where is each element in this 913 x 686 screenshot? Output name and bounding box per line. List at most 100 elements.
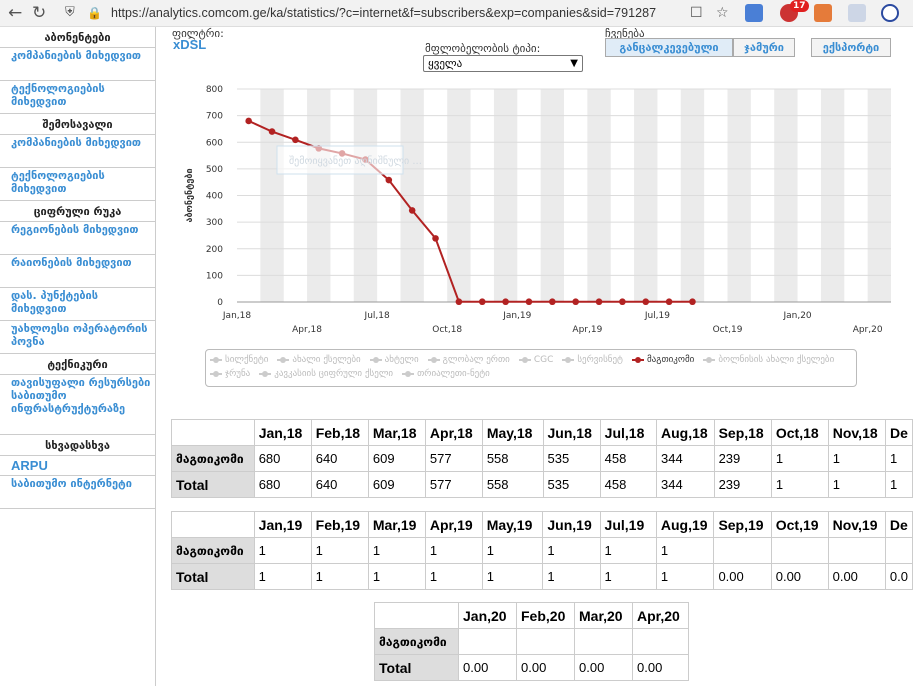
ownership-type-select[interactable]: ყველა ▼ [423, 55, 583, 72]
data-table-2018: Jan,18 Feb,18 Mar,18 Apr,18 May,18 Jun,18 Jul,… [171, 419, 913, 498]
chart-tooltip [276, 145, 404, 175]
separate-view-button[interactable]: განცალკევებული [605, 38, 733, 57]
row-header: Total [171, 563, 255, 590]
legend-item[interactable]: კავკასიის ციფრული ქსელი [259, 367, 393, 381]
chevron-down-icon: ▼ [570, 58, 578, 69]
table-cell: 680 [253, 445, 312, 472]
url-field[interactable]: https://analytics.comcom.ge/ka/statistic… [111, 6, 657, 20]
data-table-2020: Jan,20 Feb,20 Mar,20 Apr,20 მაგთიკომი Total 0.… [374, 602, 689, 681]
table-cell: 1 [770, 471, 829, 498]
legend-item[interactable]: ჯრუნა [210, 367, 250, 381]
legend-swatch [369, 356, 382, 363]
x-tick-label: Jul,18 [364, 311, 390, 321]
y-tick-label: 200 [206, 245, 223, 255]
sidebar-header-misc: სხვადასხვა [0, 435, 155, 456]
reload-icon[interactable]: ↻ [32, 3, 47, 23]
table-cell: 577 [424, 445, 483, 472]
table-cell: 1 [424, 537, 483, 564]
table-cell: 558 [481, 445, 544, 472]
star-icon[interactable]: ☆ [716, 5, 729, 21]
sidebar-item-by-district[interactable]: რაიონების მიხედვით [0, 255, 155, 288]
table-cell: 1 [481, 537, 544, 564]
month-header: Feb,20 [516, 602, 575, 629]
translate-extension-icon[interactable] [745, 4, 763, 22]
sidebar-item-arpu[interactable]: ARPU [0, 456, 155, 476]
sidebar-item-revenue-by-company[interactable]: კომპანიების მიხედვით [0, 135, 155, 168]
sidebar-header-technical: ტექნიკური [0, 354, 155, 375]
legend-label: ბოლნისის ახალი ქსელები [718, 355, 835, 365]
block-extension-icon[interactable] [881, 4, 899, 22]
month-header: May,18 [481, 419, 544, 446]
browser-toolbar: ← ↻ ⛨ 🔒 https://analytics.comcom.ge/ka/s… [0, 0, 913, 27]
sidebar-item-subscribers-by-company[interactable]: კომპანიების მიხედვით [0, 48, 155, 81]
filter-value[interactable]: xDSL [173, 37, 207, 52]
legend-item[interactable]: სერვისნეტ [562, 353, 623, 367]
sidebar-item-revenue-by-technology[interactable]: ტექნოლოგიების მიხედვით [0, 168, 155, 201]
sidebar-header-revenue: შემოსავალი [0, 114, 155, 135]
month-header: Mar,19 [367, 511, 426, 538]
data-point [572, 298, 579, 306]
sidebar-item-by-region[interactable]: რეგიონების მიხედვით [0, 222, 155, 255]
row-header: Total [374, 654, 459, 681]
month-header: Apr,19 [424, 511, 483, 538]
legend-item[interactable]: ახტელი [369, 353, 419, 367]
data-point [455, 298, 463, 306]
screenshot-extension-icon[interactable] [848, 4, 866, 22]
legend-label: ჯრუნა [225, 369, 251, 379]
puzzle-extension-icon[interactable] [814, 4, 832, 22]
table-cell [827, 537, 886, 564]
back-icon[interactable]: ← [8, 3, 23, 23]
data-point [385, 176, 393, 184]
data-point [689, 298, 696, 306]
table-cell: 1 [310, 563, 369, 590]
legend-label: მაგთიკომი [646, 355, 695, 365]
sidebar-header-subscribers: აბონენტები [0, 27, 155, 48]
y-tick-label: 800 [206, 85, 223, 95]
month-header: Sep,18 [713, 419, 772, 446]
y-tick-label: 0 [217, 298, 223, 308]
table-cell: 1 [542, 563, 601, 590]
chart-legend: სილქნეტი ახალი ქსელები ახტელი გლობალ ერთი CG… [205, 349, 857, 387]
export-button[interactable]: ექსპორტი [811, 38, 891, 57]
bookmark-icon[interactable]: ☐ [690, 5, 703, 21]
legend-item[interactable]: თრიალეთი-ნეტი [402, 367, 490, 381]
sidebar-item-subscribers-by-technology[interactable]: ტექნოლოგიების მიხედვით [0, 81, 155, 114]
legend-item[interactable]: ბოლნისის ახალი ქსელები [703, 353, 834, 367]
table-cell: 458 [599, 445, 658, 472]
table-cell: 640 [310, 445, 369, 472]
table-cell: 0.00 [632, 654, 689, 681]
legend-item[interactable]: CGC [518, 353, 553, 367]
legend-item[interactable]: ახალი ქსელები [277, 353, 361, 367]
total-view-button[interactable]: ჯამური [733, 38, 795, 57]
main-content: ფილტრი: xDSL მფლობელობის ტიპი: ყველა ▼ ჩ… [157, 27, 913, 686]
table-cell: 1 [310, 537, 369, 564]
table-cell: 1 [827, 471, 887, 498]
data-point [619, 298, 626, 306]
month-header: Apr,18 [424, 419, 483, 446]
table-cell: 640 [310, 471, 369, 498]
filter-label: ფილტრი: [172, 27, 224, 40]
legend-swatch [402, 370, 415, 377]
x-tick-label: Oct,19 [713, 325, 743, 335]
sidebar-item-nearest-operator[interactable]: უახლოესი ოპერატორის პოვნა [0, 321, 155, 354]
sidebar-item-by-settlement[interactable]: დას. პუნქტების მიხედვით [0, 288, 155, 321]
month-header: Aug,18 [656, 419, 715, 446]
month-header: Jan,19 [253, 511, 312, 538]
y-axis-label: აბონენტები [185, 168, 195, 222]
row-header: Total [171, 471, 255, 498]
table-cell: 0.00 [458, 654, 517, 681]
table-cell: 1 [770, 445, 829, 472]
table-cell: 1 [599, 563, 657, 590]
sidebar-item-free-resources[interactable]: თავისუფალი რესურსები საბითუმო ინფრასტრუქ… [0, 375, 155, 435]
table-cell: 239 [713, 471, 772, 498]
data-point [595, 298, 603, 306]
legend-item[interactable]: გლობალ ერთი [427, 353, 510, 367]
legend-item[interactable]: სილქნეტი [210, 353, 268, 367]
data-point [245, 117, 252, 125]
legend-item[interactable]: მაგთიკომი [631, 353, 695, 367]
legend-label: ახალი ქსელები [292, 355, 361, 365]
legend-label: თრიალეთი-ნეტი [417, 369, 490, 379]
shield-icon[interactable]: ⛨ [65, 5, 75, 20]
x-tick-label: Oct,18 [432, 325, 462, 335]
sidebar-item-wholesale-internet[interactable]: საბითუმო ინტერნეტი [0, 476, 155, 509]
